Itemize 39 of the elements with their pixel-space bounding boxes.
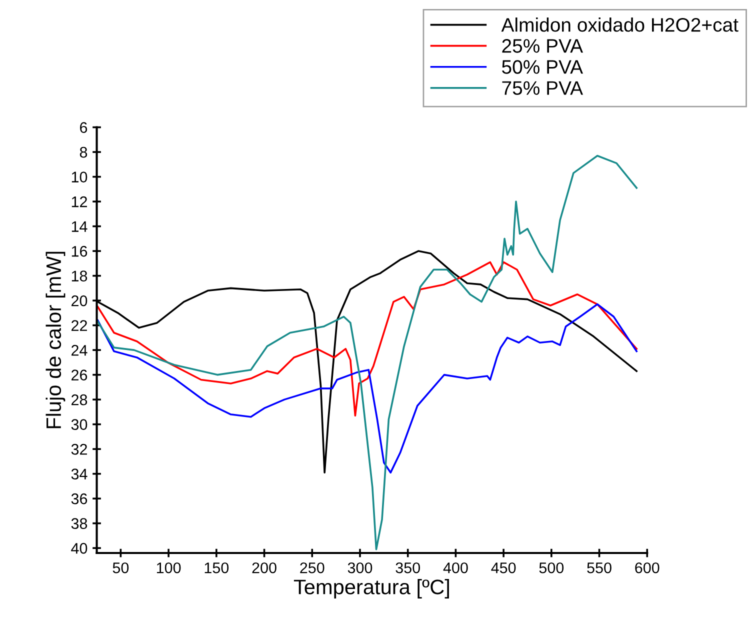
line-series xyxy=(96,154,638,550)
y-tick-label: 14 xyxy=(72,221,88,232)
x-tick-label: 550 xyxy=(587,562,612,574)
line-series xyxy=(96,261,638,417)
y-tick-label: 10 xyxy=(72,172,88,182)
y-tick-label: 18 xyxy=(72,270,88,282)
line-series xyxy=(96,303,638,474)
legend-label: 50% PVA xyxy=(502,60,584,74)
y-tick-label: 20 xyxy=(72,295,88,306)
y-tick-label: 28 xyxy=(72,394,88,406)
y-tick-label: 40 xyxy=(71,542,88,554)
x-tick-label: 600 xyxy=(635,562,660,574)
x-tick-label: 150 xyxy=(204,562,229,574)
x-tick-label: 450 xyxy=(491,562,516,574)
y-tick-label: 36 xyxy=(71,493,88,504)
x-tick-label: 500 xyxy=(539,562,564,574)
x-tick-label: 350 xyxy=(396,562,420,574)
y-tick-label: 26 xyxy=(72,370,88,380)
y-tick-label: 6 xyxy=(80,122,88,133)
y-tick-label: 12 xyxy=(72,196,87,208)
y-tick-label: 34 xyxy=(71,468,88,480)
x-tick-label: 100 xyxy=(156,562,181,574)
y-axis-title: Flujo de calor [mW] xyxy=(46,252,66,428)
x-tick-label: 300 xyxy=(348,562,372,574)
y-tick-label: 16 xyxy=(72,246,88,257)
x-tick-label: 200 xyxy=(252,562,276,574)
legend-label: Almidon oxidado H2O2+cat xyxy=(501,18,738,32)
legend-label: 25% PVA xyxy=(502,39,584,53)
x-tick-label: 250 xyxy=(300,562,324,574)
y-tick-label: 24 xyxy=(72,344,88,356)
x-axis-title: Temperatura [ºC] xyxy=(294,579,449,598)
x-tick-label: 50 xyxy=(112,562,129,574)
y-tick-label: 8 xyxy=(80,146,88,158)
y-tick-label: 32 xyxy=(71,444,87,455)
y-tick-label: 22 xyxy=(72,320,87,331)
y-tick-label: 30 xyxy=(71,419,88,430)
y-tick-label: 38 xyxy=(71,518,88,529)
x-tick-label: 400 xyxy=(443,562,468,574)
legend-label: 75% PVA xyxy=(502,81,584,95)
